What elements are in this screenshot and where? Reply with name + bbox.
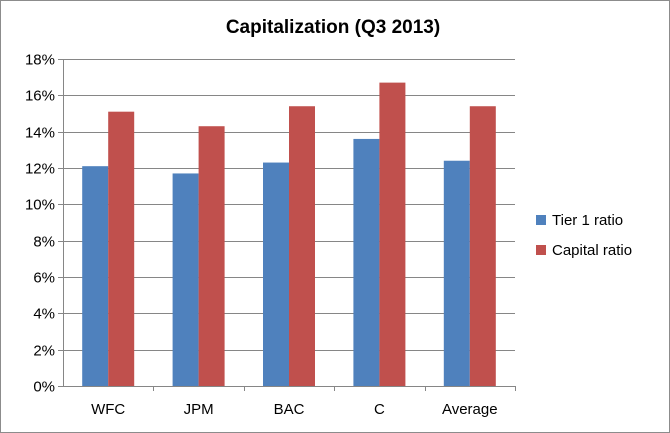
bar-tier1-ratio-jpm: [172, 173, 199, 386]
bar-capital-ratio-jpm: [198, 126, 225, 386]
tick-labels: 0% 2% 4% 6% 8% 10% 12% 14% 16% 18% WFC JPM BAC C Avera…: [25, 52, 498, 419]
y-tick-label: 2%: [33, 343, 55, 360]
bar-tier1-ratio-wfc: [82, 166, 109, 386]
legend: Tier 1 ratio Capital ratio: [536, 212, 632, 259]
y-tick-label: 16%: [25, 88, 55, 105]
y-tick-label: 6%: [33, 270, 55, 287]
bar-capital-ratio-bac: [289, 106, 315, 386]
x-tick-label: C: [374, 401, 385, 418]
legend-swatch: [536, 245, 546, 255]
x-tick-label: JPM: [184, 401, 214, 418]
legend-swatch: [536, 215, 546, 225]
x-tick-label: WFC: [91, 401, 125, 418]
bar-capital-ratio-wfc: [108, 111, 135, 386]
bar-capital-ratio-c: [379, 82, 406, 386]
y-tick-label: 0%: [33, 379, 55, 396]
bar-capital-ratio-average: [469, 106, 496, 386]
x-tick-label: BAC: [274, 401, 305, 418]
y-tick-label: 8%: [33, 234, 55, 251]
legend-label: Capital ratio: [552, 242, 632, 259]
y-tick-label: 18%: [25, 52, 55, 69]
bar-tier1-ratio-average: [443, 160, 470, 386]
bar-tier1-ratio-c: [353, 138, 380, 386]
chart-title: Capitalization (Q3 2013): [226, 17, 440, 38]
bar-tier1-ratio-bac: [263, 162, 289, 386]
y-tick-label: 10%: [25, 197, 55, 214]
legend-label: Tier 1 ratio: [552, 212, 623, 229]
bars: [82, 82, 496, 386]
y-tick-label: 12%: [25, 161, 55, 178]
y-tick-label: 4%: [33, 306, 55, 323]
axes: [58, 59, 516, 391]
y-tick-label: 14%: [25, 125, 55, 142]
x-tick-label: Average: [442, 401, 498, 418]
